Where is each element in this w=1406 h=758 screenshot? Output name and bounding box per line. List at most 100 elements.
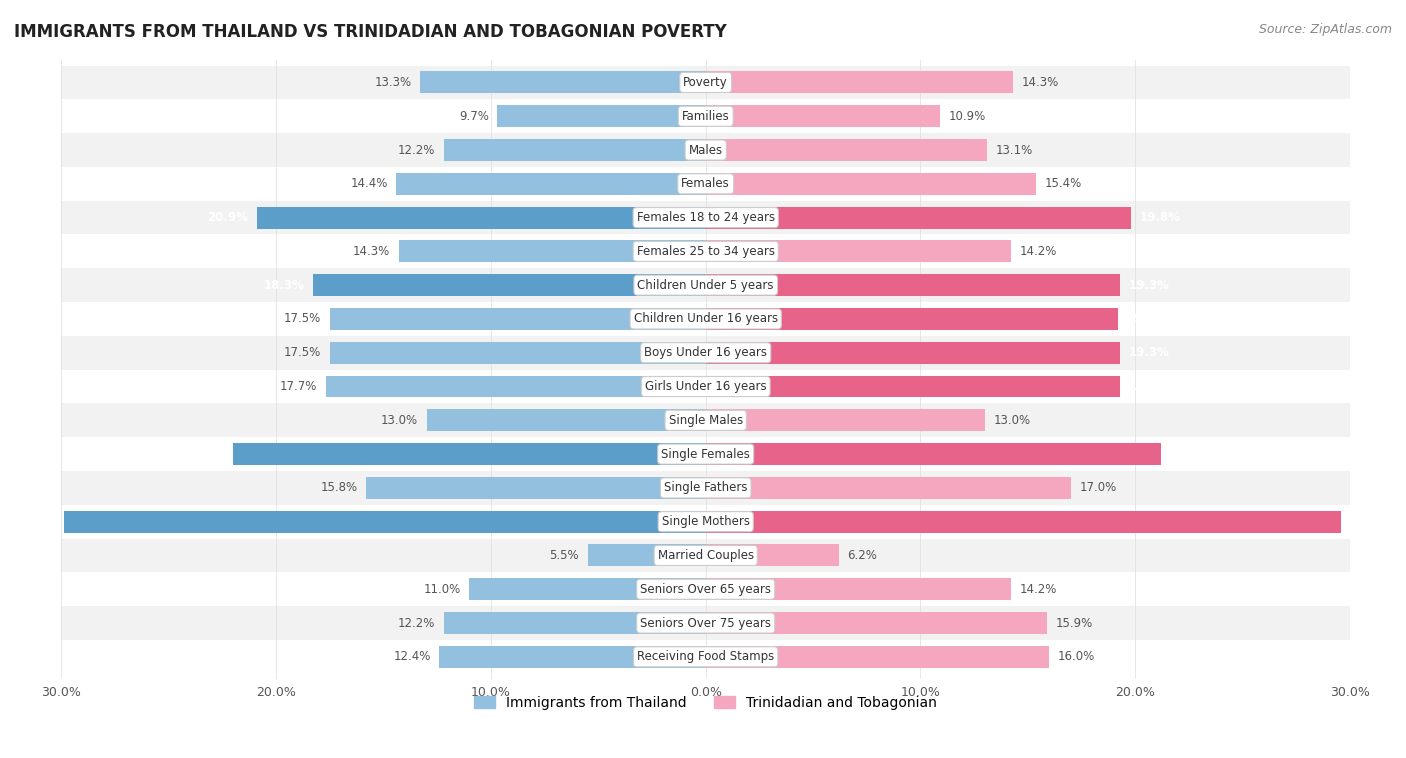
Text: Single Males: Single Males [669, 414, 742, 427]
Text: Married Couples: Married Couples [658, 549, 754, 562]
Bar [330, 342, 706, 364]
Bar [706, 443, 1161, 465]
Bar [326, 375, 706, 397]
Bar [706, 511, 1341, 533]
Text: 15.8%: 15.8% [321, 481, 357, 494]
Text: 19.3%: 19.3% [1129, 346, 1170, 359]
Bar [367, 477, 706, 499]
Text: 19.3%: 19.3% [1129, 380, 1170, 393]
Text: 17.5%: 17.5% [284, 346, 322, 359]
Text: 11.0%: 11.0% [423, 583, 461, 596]
Legend: Immigrants from Thailand, Trinidadian and Tobagonian: Immigrants from Thailand, Trinidadian an… [468, 690, 943, 715]
Text: Girls Under 16 years: Girls Under 16 years [645, 380, 766, 393]
Text: 14.2%: 14.2% [1019, 245, 1057, 258]
Text: 17.0%: 17.0% [1080, 481, 1116, 494]
Text: 9.7%: 9.7% [458, 110, 489, 123]
Text: 13.0%: 13.0% [381, 414, 418, 427]
Bar [62, 201, 1350, 234]
Text: 21.2%: 21.2% [1170, 447, 1211, 461]
Bar [62, 370, 1350, 403]
Bar [706, 544, 839, 566]
Bar [62, 471, 1350, 505]
Bar [233, 443, 706, 465]
Bar [62, 437, 1350, 471]
Text: Males: Males [689, 143, 723, 156]
Text: Seniors Over 65 years: Seniors Over 65 years [640, 583, 772, 596]
Text: Poverty: Poverty [683, 76, 728, 89]
Bar [706, 308, 1118, 330]
Text: 18.3%: 18.3% [263, 279, 304, 292]
Bar [498, 105, 706, 127]
Bar [706, 139, 987, 161]
Bar [444, 612, 706, 634]
Bar [62, 167, 1350, 201]
Text: Families: Families [682, 110, 730, 123]
Bar [706, 375, 1121, 397]
Text: Females: Females [682, 177, 730, 190]
Text: 15.9%: 15.9% [1056, 616, 1092, 630]
Bar [62, 99, 1350, 133]
Text: 12.2%: 12.2% [398, 616, 434, 630]
Text: Females 25 to 34 years: Females 25 to 34 years [637, 245, 775, 258]
Bar [257, 207, 706, 229]
Text: Children Under 5 years: Children Under 5 years [637, 279, 773, 292]
Text: 12.4%: 12.4% [394, 650, 430, 663]
Bar [62, 234, 1350, 268]
Bar [62, 640, 1350, 674]
Bar [706, 612, 1047, 634]
Bar [396, 173, 706, 195]
Bar [312, 274, 706, 296]
Bar [706, 207, 1130, 229]
Text: 22.0%: 22.0% [184, 447, 225, 461]
Text: 6.2%: 6.2% [848, 549, 877, 562]
Text: 13.3%: 13.3% [374, 76, 412, 89]
Bar [706, 646, 1049, 668]
Text: 14.3%: 14.3% [353, 245, 389, 258]
Text: 20.9%: 20.9% [208, 211, 249, 224]
Bar [330, 308, 706, 330]
Bar [62, 403, 1350, 437]
Bar [62, 606, 1350, 640]
Bar [62, 505, 1350, 538]
Text: 13.1%: 13.1% [995, 143, 1033, 156]
Text: Seniors Over 75 years: Seniors Over 75 years [640, 616, 772, 630]
Text: Single Mothers: Single Mothers [662, 515, 749, 528]
Bar [420, 71, 706, 93]
Text: 19.3%: 19.3% [1129, 279, 1170, 292]
Text: 10.9%: 10.9% [949, 110, 986, 123]
Text: Single Females: Single Females [661, 447, 751, 461]
Bar [62, 538, 1350, 572]
Text: IMMIGRANTS FROM THAILAND VS TRINIDADIAN AND TOBAGONIAN POVERTY: IMMIGRANTS FROM THAILAND VS TRINIDADIAN … [14, 23, 727, 41]
Text: 5.5%: 5.5% [550, 549, 579, 562]
Text: 13.0%: 13.0% [994, 414, 1031, 427]
Bar [62, 268, 1350, 302]
Text: Single Fathers: Single Fathers [664, 481, 748, 494]
Text: 16.0%: 16.0% [1057, 650, 1095, 663]
Bar [62, 302, 1350, 336]
Bar [444, 139, 706, 161]
Bar [426, 409, 706, 431]
Bar [706, 274, 1121, 296]
Bar [63, 511, 706, 533]
Text: Boys Under 16 years: Boys Under 16 years [644, 346, 768, 359]
Text: 17.5%: 17.5% [284, 312, 322, 325]
Bar [706, 578, 1011, 600]
Bar [440, 646, 706, 668]
Bar [470, 578, 706, 600]
Bar [62, 65, 1350, 99]
Text: 29.6%: 29.6% [1350, 515, 1391, 528]
Bar [706, 71, 1012, 93]
Text: 19.8%: 19.8% [1139, 211, 1181, 224]
Bar [62, 572, 1350, 606]
Bar [706, 409, 986, 431]
Text: 14.3%: 14.3% [1021, 76, 1059, 89]
Bar [706, 342, 1121, 364]
Text: 14.4%: 14.4% [350, 177, 388, 190]
Text: 19.2%: 19.2% [1126, 312, 1167, 325]
Text: Children Under 16 years: Children Under 16 years [634, 312, 778, 325]
Bar [706, 173, 1036, 195]
Bar [399, 240, 706, 262]
Bar [706, 105, 939, 127]
Text: 15.4%: 15.4% [1045, 177, 1083, 190]
Text: 14.2%: 14.2% [1019, 583, 1057, 596]
